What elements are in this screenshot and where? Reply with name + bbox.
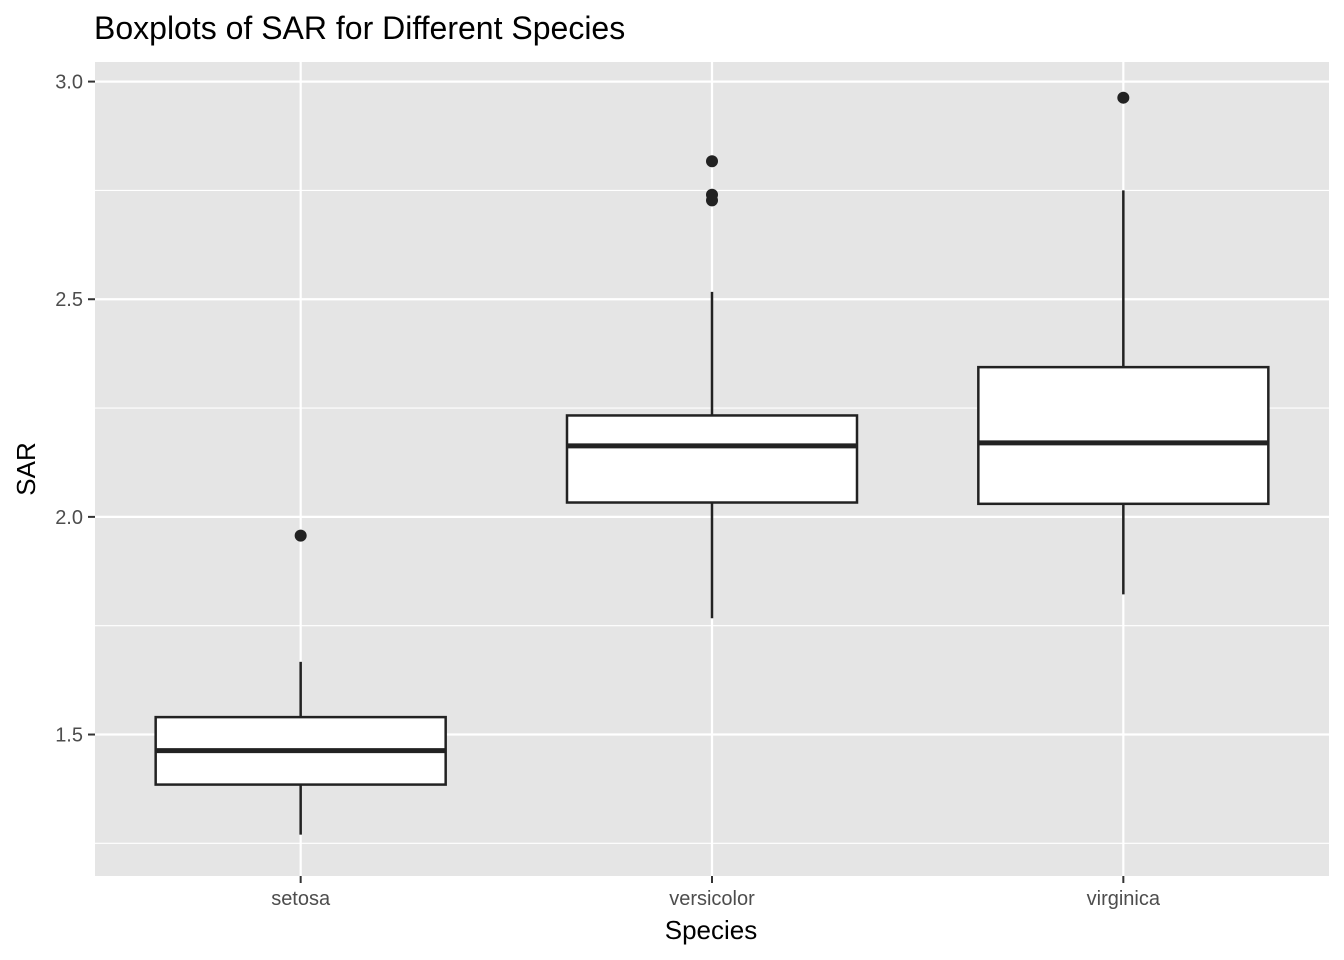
chart-title: Boxplots of SAR for Different Species [94, 10, 625, 46]
outlier-point [706, 194, 718, 207]
x-tick-label: setosa [271, 888, 331, 910]
outlier-point [294, 529, 307, 542]
outlier-point [1117, 91, 1130, 104]
box-layer [154, 91, 1270, 835]
y-tick-label: 2.5 [55, 289, 83, 311]
outlier-point [706, 155, 718, 168]
x-axis-title: Species [665, 915, 758, 945]
y-axis-title: SAR [11, 442, 41, 495]
y-tick-label: 2.0 [55, 507, 83, 529]
box-group-setosa [154, 529, 447, 835]
box-group-virginica [977, 91, 1270, 595]
iqr-box [977, 365, 1270, 506]
y-tick-label: 1.5 [55, 725, 83, 747]
y-tick-label: 3.0 [55, 72, 83, 94]
x-tick-label: virginica [1087, 888, 1161, 910]
x-tick-label: versicolor [669, 888, 755, 910]
iqr-box [565, 414, 859, 504]
axes: 1.5 2.0 2.5 3.0 setosa versicolor virginica [55, 72, 1161, 910]
box-group-versicolor [565, 155, 859, 619]
